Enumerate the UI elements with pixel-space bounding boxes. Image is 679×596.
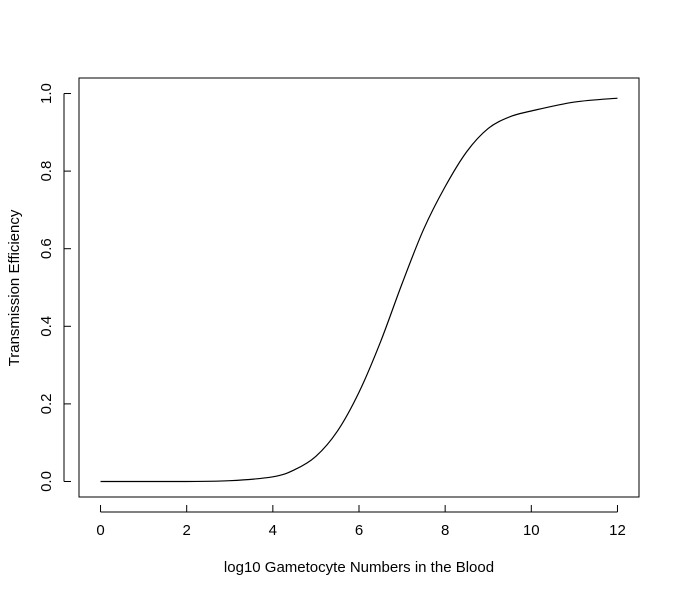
series-layer <box>100 97 618 483</box>
y-tick-label: 0.2 <box>38 393 55 414</box>
y-tick-label: 0.6 <box>38 238 55 259</box>
y-axis: 0.0 0.2 0.4 0.6 0.8 1.0 <box>38 83 71 492</box>
x-tick-label: 10 <box>523 522 540 539</box>
x-tick-label: 2 <box>183 522 191 539</box>
x-axis: 0 2 4 6 8 10 12 <box>96 505 626 539</box>
x-tick-label: 6 <box>355 522 363 539</box>
y-tick-label: 0.8 <box>38 161 55 182</box>
x-axis-title: log10 Gametocyte Numbers in the Blood <box>224 559 494 576</box>
plot-box <box>78 77 640 498</box>
y-tick-label: 0.4 <box>38 316 55 337</box>
series-line <box>100 97 618 483</box>
x-tick-label: 12 <box>609 522 626 539</box>
y-axis-title: Transmission Efficiency <box>6 209 23 366</box>
x-tick-label: 4 <box>269 522 277 539</box>
x-tick-label: 0 <box>96 522 104 539</box>
x-tick-label: 8 <box>441 522 449 539</box>
y-tick-label: 1.0 <box>38 83 55 104</box>
y-tick-label: 0.0 <box>38 471 55 492</box>
